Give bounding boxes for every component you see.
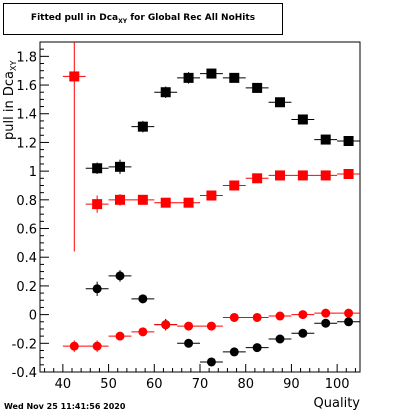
square-marker xyxy=(252,82,263,93)
circle-marker xyxy=(229,347,239,357)
timestamp: Wed Nov 25 11:41:56 2020 xyxy=(4,402,126,411)
square-marker xyxy=(297,170,308,181)
circle-marker xyxy=(161,320,171,330)
y-axis-label: pull in DcaXY xyxy=(2,60,18,140)
y-tick-label: 0 xyxy=(29,309,37,324)
y-tick-label: 1 xyxy=(29,165,37,180)
square-marker xyxy=(275,97,285,108)
circle-marker xyxy=(275,311,285,321)
y-tick-label: 1.4 xyxy=(16,108,37,123)
circle-marker xyxy=(344,308,354,318)
circle-marker xyxy=(92,341,102,351)
square-marker xyxy=(297,114,308,125)
square-marker xyxy=(160,87,171,98)
circle-marker xyxy=(321,318,331,328)
circle-marker xyxy=(184,321,194,331)
circle-marker xyxy=(298,328,308,338)
square-marker xyxy=(252,173,263,184)
circle-marker xyxy=(138,294,148,304)
square-marker xyxy=(206,68,217,79)
circle-marker xyxy=(92,284,102,294)
circle-marker xyxy=(275,334,285,344)
x-tick-label: 80 xyxy=(237,377,254,392)
circle-marker xyxy=(69,341,79,351)
circle-marker xyxy=(206,321,216,331)
plot-frame xyxy=(39,41,361,373)
y-tick-label: 1.2 xyxy=(16,136,37,151)
circle-marker xyxy=(344,317,354,327)
y-tick-label: 0.4 xyxy=(16,251,37,266)
circle-marker xyxy=(184,338,194,348)
square-marker xyxy=(229,72,240,83)
x-axis: 40 50 60 70 80 90 100 xyxy=(44,364,356,392)
y-tick-label: 0.6 xyxy=(16,223,37,238)
title-box: Fitted pull in DcaXY for Global Rec All … xyxy=(3,3,283,35)
square-marker xyxy=(69,71,80,82)
square-marker xyxy=(320,134,331,145)
circle-marker xyxy=(229,312,239,322)
x-tick-label: 70 xyxy=(192,377,209,392)
x-tick-label: 100 xyxy=(325,377,350,392)
square-marker xyxy=(183,197,194,208)
circle-marker xyxy=(115,331,125,341)
circle-marker xyxy=(298,310,308,320)
circle-marker xyxy=(321,308,331,318)
y-tick-label: 1.8 xyxy=(16,50,37,65)
square-marker xyxy=(206,190,217,201)
x-axis-label: Quality xyxy=(313,396,360,411)
square-marker xyxy=(137,121,148,132)
x-tick-label: 60 xyxy=(146,377,163,392)
square-marker xyxy=(92,163,103,174)
square-marker xyxy=(137,194,148,205)
square-marker xyxy=(320,170,331,181)
y-axis: -0.4 -0.2 0 0.2 0.4 0.6 0.8 1 1.2 1.4 1.6 1.8 xyxy=(12,41,49,381)
square-marker xyxy=(275,170,285,181)
chart-title: Fitted pull in DcaXY for Global Rec All … xyxy=(30,13,256,25)
y-tick-label: 0.8 xyxy=(16,194,37,209)
circle-marker xyxy=(252,312,262,322)
square-marker xyxy=(115,161,125,172)
y-tick-label: -0.4 xyxy=(12,366,37,381)
x-tick-label: 40 xyxy=(55,377,72,392)
y-tick-label: 0.2 xyxy=(16,280,37,295)
square-marker xyxy=(229,180,240,191)
circle-marker xyxy=(252,343,262,353)
circle-marker xyxy=(115,271,125,281)
square-marker xyxy=(160,197,171,208)
x-tick-label: 50 xyxy=(100,377,117,392)
square-marker xyxy=(343,169,354,179)
x-tick-label: 90 xyxy=(283,377,300,392)
data-series xyxy=(62,42,360,367)
square-marker xyxy=(92,199,103,210)
square-marker xyxy=(343,136,354,146)
square-marker xyxy=(183,72,194,83)
circle-marker xyxy=(138,327,148,337)
y-tick-label: 1.6 xyxy=(16,79,37,94)
square-marker xyxy=(115,194,125,205)
circle-marker xyxy=(206,357,216,367)
y-tick-label: -0.2 xyxy=(12,337,37,352)
